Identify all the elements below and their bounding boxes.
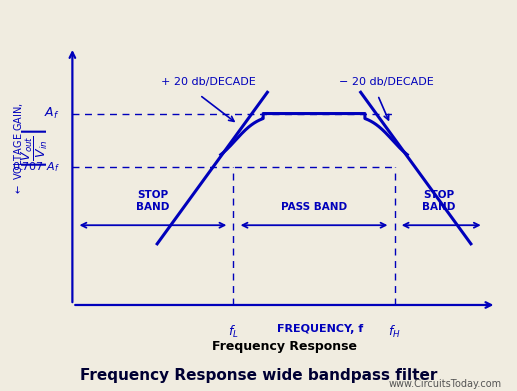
Text: www.CircuitsToday.com: www.CircuitsToday.com xyxy=(388,379,501,389)
Text: − 20 db/DECADE: − 20 db/DECADE xyxy=(340,77,434,87)
Text: STOP
BAND: STOP BAND xyxy=(422,190,456,212)
Text: Frequency Response wide bandpass filter: Frequency Response wide bandpass filter xyxy=(80,368,437,383)
Text: $f_H$: $f_H$ xyxy=(388,324,401,340)
Text: $A_f$: $A_f$ xyxy=(44,106,59,121)
Text: $0.707\ A_f$: $0.707\ A_f$ xyxy=(12,160,59,174)
Text: $\leftarrow$ VOLTAGE GAIN,: $\leftarrow$ VOLTAGE GAIN, xyxy=(11,102,25,195)
Text: $f_L$: $f_L$ xyxy=(228,324,239,340)
Text: PASS BAND: PASS BAND xyxy=(281,202,347,212)
Text: $\left|\dfrac{V_{out}}{V_{in}}\right|$: $\left|\dfrac{V_{out}}{V_{in}}\right|$ xyxy=(20,128,50,169)
Text: FREQUENCY, f: FREQUENCY, f xyxy=(277,324,363,334)
Text: Frequency Response: Frequency Response xyxy=(212,339,357,353)
Text: + 20 db/DECADE: + 20 db/DECADE xyxy=(161,77,256,87)
Text: STOP
BAND: STOP BAND xyxy=(136,190,170,212)
